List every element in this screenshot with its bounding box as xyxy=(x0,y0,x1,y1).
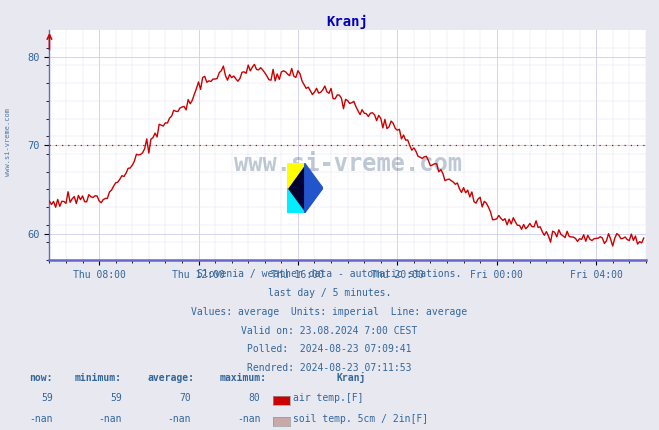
Polygon shape xyxy=(287,163,304,213)
Title: Kranj: Kranj xyxy=(327,15,368,29)
Text: minimum:: minimum: xyxy=(75,372,122,383)
Text: -nan: -nan xyxy=(29,414,53,424)
Polygon shape xyxy=(287,163,304,188)
Text: -nan: -nan xyxy=(237,414,260,424)
Text: soil temp. 5cm / 2in[F]: soil temp. 5cm / 2in[F] xyxy=(293,414,428,424)
Text: Rendred: 2024-08-23 07:11:53: Rendred: 2024-08-23 07:11:53 xyxy=(247,363,412,373)
Text: -nan: -nan xyxy=(98,414,122,424)
Text: Kranj: Kranj xyxy=(336,372,366,383)
Text: average:: average: xyxy=(148,372,194,383)
Text: air temp.[F]: air temp.[F] xyxy=(293,393,364,403)
Text: Values: average  Units: imperial  Line: average: Values: average Units: imperial Line: av… xyxy=(191,307,468,316)
Text: 59: 59 xyxy=(110,393,122,403)
Text: Valid on: 23.08.2024 7:00 CEST: Valid on: 23.08.2024 7:00 CEST xyxy=(241,326,418,335)
Text: 80: 80 xyxy=(248,393,260,403)
Text: Slovenia / weather data - automatic stations.: Slovenia / weather data - automatic stat… xyxy=(197,269,462,279)
Polygon shape xyxy=(287,188,304,213)
Text: last day / 5 minutes.: last day / 5 minutes. xyxy=(268,288,391,298)
Text: www.si-vreme.com: www.si-vreme.com xyxy=(5,108,11,176)
Text: Polled:  2024-08-23 07:09:41: Polled: 2024-08-23 07:09:41 xyxy=(247,344,412,354)
Text: 70: 70 xyxy=(179,393,191,403)
Text: www.si-vreme.com: www.si-vreme.com xyxy=(234,151,461,175)
Text: maximum:: maximum: xyxy=(220,372,267,383)
Text: -nan: -nan xyxy=(167,414,191,424)
Polygon shape xyxy=(304,163,323,213)
Text: now:: now: xyxy=(29,372,53,383)
Text: 59: 59 xyxy=(41,393,53,403)
